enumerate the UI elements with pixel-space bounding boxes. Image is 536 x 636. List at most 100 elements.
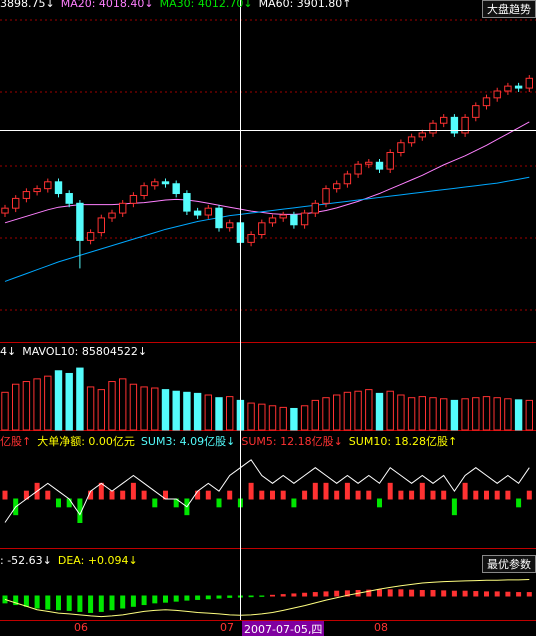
bar — [216, 595, 222, 599]
candle-body — [65, 193, 73, 204]
bar — [97, 389, 105, 431]
bar — [323, 482, 329, 500]
bar — [514, 399, 523, 431]
bar — [494, 591, 500, 597]
bar — [120, 490, 126, 500]
bar — [323, 591, 329, 597]
bar — [280, 490, 286, 500]
legend-text: SUM3: 4.09亿股↓ — [140, 435, 236, 448]
candle-body — [33, 188, 41, 193]
bar — [387, 589, 393, 597]
bar — [227, 490, 233, 500]
candle-body — [22, 191, 31, 199]
bar — [172, 390, 180, 431]
bar — [270, 490, 275, 500]
candle-body — [12, 197, 20, 209]
bar — [516, 498, 522, 508]
legend: 亿股↑ 大单净额: 0.00亿元 SUM3: 4.09亿股↓ SUM5: 12.18亿… — [0, 433, 463, 449]
bar — [258, 403, 266, 431]
legend-text: 3898.75↓ — [0, 0, 55, 10]
bar — [140, 386, 148, 431]
grid — [0, 19, 536, 311]
candle-body — [333, 183, 341, 190]
candle-body — [418, 132, 427, 138]
bar — [398, 589, 404, 597]
bar — [120, 595, 126, 609]
bar — [44, 375, 52, 431]
bar — [248, 595, 254, 598]
candle-body — [290, 214, 298, 226]
candle-body — [343, 173, 352, 185]
bar — [505, 591, 511, 597]
bar — [268, 405, 277, 431]
candle-body — [504, 85, 512, 92]
bar — [450, 399, 459, 431]
bar — [45, 490, 51, 500]
bar — [23, 595, 29, 607]
bar — [290, 407, 298, 431]
bar — [129, 383, 138, 431]
candle-body — [1, 207, 9, 214]
bar — [2, 490, 8, 500]
bar — [205, 595, 211, 600]
candle-body — [86, 232, 95, 241]
bar — [387, 482, 393, 500]
bar — [312, 592, 318, 597]
line — [4, 121, 530, 224]
bar — [34, 595, 40, 609]
legend-text: SUM10: 18.28亿股↑ — [348, 435, 458, 448]
candle-body — [322, 188, 330, 204]
bar — [409, 589, 415, 597]
bar — [472, 397, 480, 431]
bar — [440, 398, 448, 431]
candle-body — [472, 105, 480, 118]
bar — [407, 397, 416, 431]
candle-body — [440, 116, 448, 124]
bar — [291, 498, 297, 508]
candle-body — [258, 222, 266, 236]
legend-text: 大单净额: 0.00亿元 — [37, 435, 135, 448]
bar — [152, 498, 158, 508]
bar — [22, 381, 31, 431]
bar — [418, 396, 427, 431]
bar — [77, 595, 83, 612]
bar — [397, 394, 405, 431]
candle-body — [311, 202, 320, 214]
bar — [461, 398, 469, 431]
bar — [227, 595, 233, 598]
bar — [302, 592, 308, 597]
candle-body — [268, 217, 277, 224]
bar — [109, 490, 115, 500]
bar — [279, 406, 287, 431]
bar — [334, 590, 340, 597]
candle-body — [151, 181, 159, 187]
candle-body — [140, 185, 148, 196]
bar — [141, 595, 147, 606]
bar — [151, 387, 159, 431]
legend-text: SUM5: 12.18亿股↓ — [241, 435, 343, 448]
bar — [365, 389, 373, 431]
optimal-params-button[interactable]: 最优参数 — [482, 555, 536, 573]
x-axis-label: 06 — [74, 621, 88, 634]
bar — [441, 490, 447, 500]
x-axis-label: 07 — [220, 621, 234, 634]
bar — [344, 482, 350, 500]
legend-text: MA20: 4018.40↓ — [60, 0, 154, 10]
bar — [98, 482, 104, 500]
bar — [311, 399, 320, 431]
candle-body — [108, 212, 116, 219]
bar — [333, 394, 341, 431]
bar — [183, 391, 191, 431]
trend-button[interactable]: 大盘趋势 — [482, 0, 536, 18]
bar — [280, 594, 286, 597]
bar — [141, 490, 147, 500]
candle-body — [300, 212, 309, 226]
bar — [195, 595, 201, 600]
bar — [88, 595, 94, 613]
bar — [494, 490, 500, 500]
bar — [216, 498, 222, 508]
candle-body — [407, 136, 416, 144]
bar — [355, 490, 361, 500]
legend-text: MAVOL10: 85804522↓ — [22, 345, 148, 358]
bar — [86, 386, 95, 431]
